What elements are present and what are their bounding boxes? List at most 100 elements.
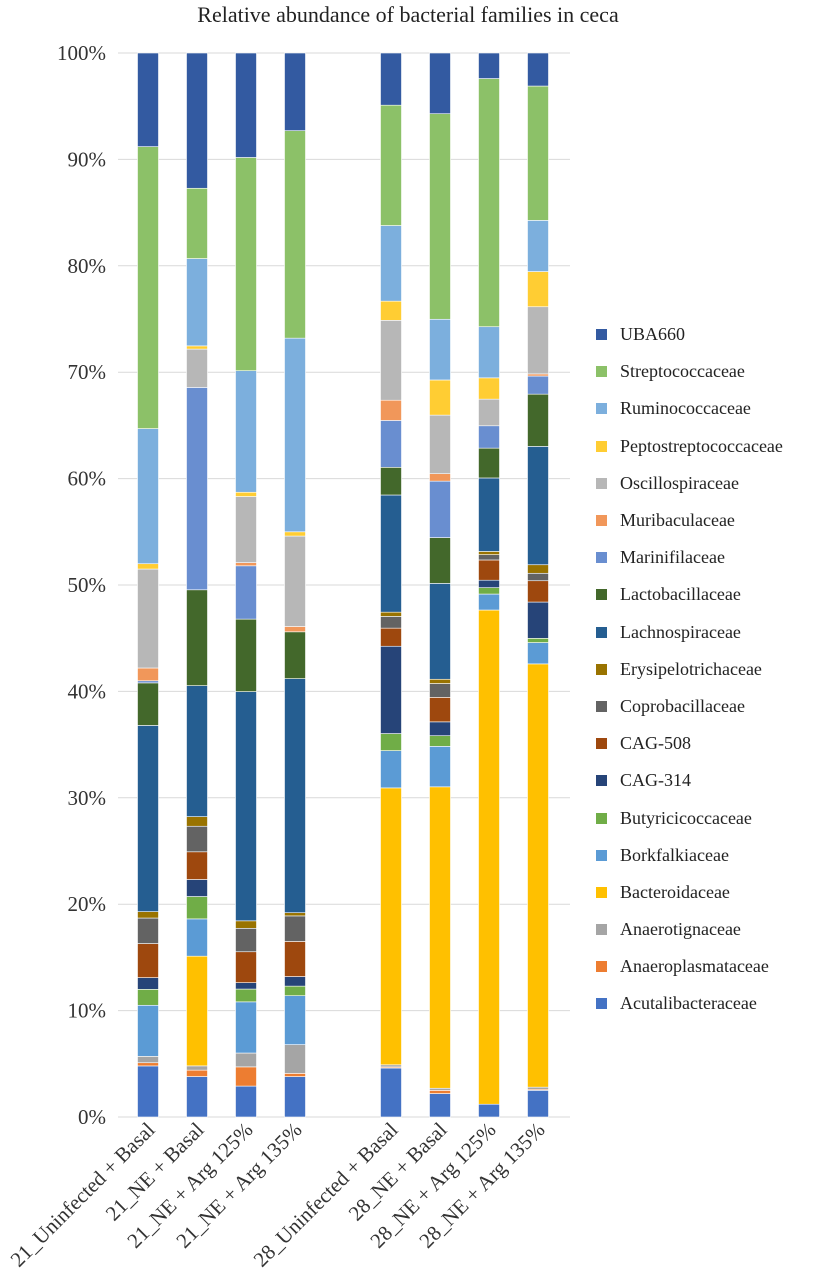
bar-segment xyxy=(429,678,451,684)
bar-segment xyxy=(137,680,159,684)
bar-segment xyxy=(380,787,402,1066)
bar-segment xyxy=(380,611,402,617)
bar-segment xyxy=(429,1090,451,1094)
legend-label: Peptostreptococcaceae xyxy=(620,435,783,456)
bar-stack xyxy=(478,52,500,1118)
bar-stack xyxy=(235,52,257,1118)
legend-item: Bacteroidaceae xyxy=(596,874,811,911)
bar-segment xyxy=(527,580,549,603)
legend-swatch xyxy=(596,477,607,489)
y-tick-label: 50% xyxy=(68,573,107,597)
bar-segment xyxy=(284,626,306,633)
bar-segment xyxy=(186,1065,208,1071)
bar-stack xyxy=(380,52,402,1118)
bar-segment xyxy=(284,52,306,131)
bar-segment xyxy=(380,645,402,734)
bar-segment xyxy=(235,1085,257,1118)
legend-label: Lactobacillaceae xyxy=(620,584,741,605)
bar-segment xyxy=(235,951,257,983)
bar-segment xyxy=(235,157,257,372)
bar-segment xyxy=(137,563,159,570)
bar-segment xyxy=(429,721,451,737)
bar-segment xyxy=(429,480,451,538)
bar-segment xyxy=(429,379,451,416)
y-tick-label: 40% xyxy=(68,679,107,703)
legend-swatch xyxy=(596,552,607,564)
bar-segment xyxy=(478,377,500,400)
bar-segment xyxy=(478,551,500,555)
y-tick-label: 90% xyxy=(68,147,107,171)
legend-swatch xyxy=(596,998,607,1010)
bar-segment xyxy=(478,477,500,552)
legend-swatch xyxy=(596,775,607,787)
bar-segment xyxy=(186,879,208,897)
legend-label: Lachnospiraceae xyxy=(620,621,741,642)
bar-stack xyxy=(284,52,306,1118)
legend-swatch xyxy=(596,329,607,341)
bar-segment xyxy=(429,52,451,115)
legend-swatch xyxy=(596,812,607,824)
bar-segment xyxy=(527,271,549,308)
bar-segment xyxy=(137,1065,159,1118)
bar-segment xyxy=(284,631,306,679)
bar-segment xyxy=(478,398,500,427)
bar-segment xyxy=(137,428,159,565)
legend-item: Streptococcaceae xyxy=(596,353,811,390)
legend-item: Peptostreptococcaceae xyxy=(596,428,811,465)
bar-segment xyxy=(186,896,208,920)
bar-segment xyxy=(429,1087,451,1091)
bar-segment xyxy=(527,306,549,375)
legend-label: UBA660 xyxy=(620,324,686,345)
bar-segment xyxy=(235,920,257,929)
bar-segment xyxy=(284,130,306,339)
bar-segment xyxy=(527,393,549,447)
bar-segment xyxy=(527,642,549,665)
legend-item: UBA660 xyxy=(596,316,811,353)
bar-segment xyxy=(284,1073,306,1077)
bar-segment xyxy=(186,685,208,817)
legend-item: Borkfalkiaceae xyxy=(596,837,811,874)
bar-segment xyxy=(429,583,451,680)
legend-swatch xyxy=(596,626,607,638)
bar-segment xyxy=(380,1067,402,1118)
bar-segment xyxy=(186,1076,208,1118)
bar-segment xyxy=(235,1052,257,1068)
y-tick-label: 70% xyxy=(68,360,107,384)
bar-segment xyxy=(284,995,306,1045)
bar-stack xyxy=(186,52,208,1118)
bar-segment xyxy=(380,750,402,789)
bar-segment xyxy=(527,373,549,377)
bar-segment xyxy=(186,348,208,388)
bar-segment xyxy=(478,609,500,1105)
bar-segment xyxy=(235,691,257,922)
legend-label: Ruminococcaceae xyxy=(620,398,751,419)
bar-segment xyxy=(284,915,306,942)
legend-item: Ruminococcaceae xyxy=(596,390,811,427)
legend-label: CAG-314 xyxy=(620,770,691,791)
bar-segment xyxy=(137,1004,159,1057)
legend-label: Acutalibacteraceae xyxy=(620,993,757,1014)
bar-segment xyxy=(429,473,451,482)
bar-segment xyxy=(429,697,451,723)
bar-segment xyxy=(137,1062,159,1067)
bar-segment xyxy=(186,1069,208,1077)
legend-label: Muribaculaceae xyxy=(620,510,735,531)
bar-segment xyxy=(235,1066,257,1087)
bar-segment xyxy=(380,1064,402,1068)
bar-segment xyxy=(284,985,306,997)
legend-item: Marinifilaceae xyxy=(596,539,811,576)
bar-segment xyxy=(527,638,549,643)
bar-segment xyxy=(527,220,549,272)
bar-segment xyxy=(429,683,451,698)
bar-segment xyxy=(284,535,306,627)
bar-segment xyxy=(186,187,208,259)
bar-segment xyxy=(527,564,549,574)
legend: UBA660 Streptococcaceae Ruminococcaceae Pep… xyxy=(596,316,811,1023)
bar-segment xyxy=(380,52,402,106)
bar-segment xyxy=(478,52,500,79)
bar-segment xyxy=(478,447,500,479)
bar-segment xyxy=(284,976,306,987)
legend-item: Butyricicoccaceae xyxy=(596,799,811,836)
bar-segment xyxy=(429,746,451,788)
